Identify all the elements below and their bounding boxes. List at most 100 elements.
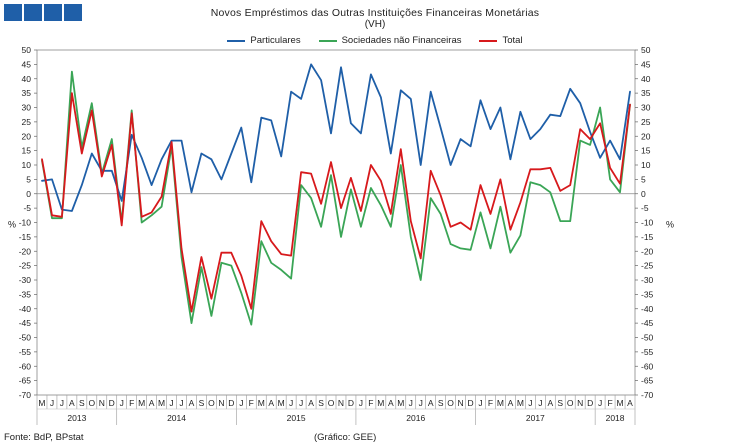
x-tick-label: A	[627, 398, 633, 408]
x-tick-label: J	[239, 398, 243, 408]
legend-item-particulares: Particulares	[227, 35, 301, 46]
x-tick-label: S	[557, 398, 563, 408]
y-tick-label-right: 50	[641, 45, 651, 55]
y-tick-label-left: -5	[23, 203, 31, 213]
x-tick-label: D	[587, 398, 593, 408]
y-tick-label-left: 30	[22, 103, 32, 113]
x-tick-label: O	[447, 398, 454, 408]
x-tick-label: J	[419, 398, 423, 408]
x-tick-label: A	[268, 398, 274, 408]
y-tick-label-left: 40	[22, 74, 32, 84]
x-tick-label: M	[38, 398, 45, 408]
y-tick-label-right: -5	[641, 203, 649, 213]
y-tick-label-right: -40	[641, 304, 654, 314]
x-tick-label: F	[368, 398, 373, 408]
y-tick-label-right: 40	[641, 74, 651, 84]
y-tick-label-left: 35	[22, 88, 32, 98]
y-tick-label-left: -60	[19, 361, 32, 371]
y-tick-label-left: -30	[19, 275, 32, 285]
x-tick-label: A	[69, 398, 75, 408]
x-tick-label: F	[607, 398, 612, 408]
y-tick-label-left: -40	[19, 304, 32, 314]
series-line-total	[41, 92, 631, 313]
x-tick-label: J	[409, 398, 413, 408]
y-tick-label-left: -45	[19, 318, 32, 328]
y-tick-label-left: -35	[19, 289, 32, 299]
y-axis-label-left: %	[8, 220, 16, 230]
x-tick-label: J	[120, 398, 124, 408]
x-year-label: 2018	[606, 413, 625, 423]
x-tick-label: D	[109, 398, 115, 408]
logo-square	[64, 4, 82, 21]
y-tick-label-left: 45	[22, 59, 32, 69]
y-tick-label-left: -25	[19, 261, 32, 271]
x-year-label: 2017	[526, 413, 545, 423]
y-tick-label-right: 5	[641, 174, 646, 184]
y-tick-label-left: 50	[22, 45, 32, 55]
series-line-particulares	[41, 63, 631, 212]
x-tick-label: S	[318, 398, 324, 408]
y-tick-label-left: 25	[22, 117, 32, 127]
x-tick-label: M	[377, 398, 384, 408]
x-tick-label: A	[388, 398, 394, 408]
x-year-label: 2014	[167, 413, 186, 423]
y-tick-label-right: -45	[641, 318, 654, 328]
x-tick-label: J	[359, 398, 363, 408]
x-tick-label: F	[488, 398, 493, 408]
y-tick-label-right: 15	[641, 146, 651, 156]
x-tick-label: D	[467, 398, 473, 408]
y-tick-label-right: -25	[641, 261, 654, 271]
legend-label: Particulares	[250, 35, 301, 46]
y-tick-label-left: 15	[22, 146, 32, 156]
y-axis-label-right: %	[666, 220, 674, 230]
y-tick-label-right: -60	[641, 361, 654, 371]
y-tick-label-left: -55	[19, 347, 32, 357]
x-year-label: 2016	[406, 413, 425, 423]
x-tick-label: J	[299, 398, 303, 408]
legend-label: Sociedades não Financeiras	[341, 35, 462, 46]
logo-square	[24, 4, 42, 21]
x-tick-label: F	[129, 398, 134, 408]
y-tick-label-left: -20	[19, 246, 32, 256]
x-tick-label: O	[567, 398, 574, 408]
logo-square	[4, 4, 22, 21]
x-tick-label: M	[278, 398, 285, 408]
x-tick-label: N	[577, 398, 583, 408]
y-tick-label-left: 20	[22, 131, 32, 141]
y-tick-label-right: -10	[641, 218, 654, 228]
y-tick-label-right: -30	[641, 275, 654, 285]
x-tick-label: A	[547, 398, 553, 408]
legend-item-sociedades: Sociedades não Financeiras	[318, 35, 462, 46]
x-tick-label: J	[179, 398, 183, 408]
x-tick-label: J	[538, 398, 542, 408]
x-tick-label: A	[428, 398, 434, 408]
y-tick-label-right: -50	[641, 333, 654, 343]
x-tick-label: S	[438, 398, 444, 408]
y-tick-label-left: -50	[19, 333, 32, 343]
x-tick-label: N	[338, 398, 344, 408]
chart-title: Novos Empréstimos das Outras Instituiçõe…	[210, 7, 540, 19]
y-tick-label-left: -70	[19, 390, 32, 400]
x-tick-label: F	[249, 398, 254, 408]
logo-square	[44, 4, 62, 21]
x-tick-label: D	[228, 398, 234, 408]
x-tick-label: A	[508, 398, 514, 408]
y-tick-label-right: -65	[641, 376, 654, 386]
y-tick-label-right: 10	[641, 160, 651, 170]
x-tick-label: J	[169, 398, 173, 408]
y-tick-label-right: 45	[641, 59, 651, 69]
x-tick-label: N	[99, 398, 105, 408]
y-tick-label-left: -10	[19, 218, 32, 228]
x-tick-label: J	[60, 398, 64, 408]
x-tick-label: M	[258, 398, 265, 408]
y-tick-label-right: -55	[641, 347, 654, 357]
x-tick-label: M	[497, 398, 504, 408]
y-tick-label-right: -35	[641, 289, 654, 299]
chart-credit: (Gráfico: GEE)	[314, 432, 377, 443]
y-tick-label-right: -70	[641, 390, 654, 400]
x-year-label: 2013	[67, 413, 86, 423]
y-tick-label-left: 5	[26, 174, 31, 184]
x-tick-label: O	[89, 398, 96, 408]
x-tick-label: N	[458, 398, 464, 408]
